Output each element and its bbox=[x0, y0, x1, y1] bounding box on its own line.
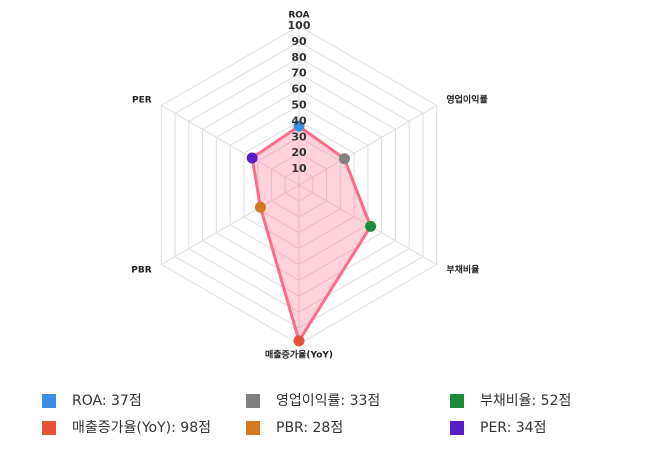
axis-label: ROA bbox=[288, 10, 309, 20]
spoke bbox=[161, 184, 300, 265]
legend-swatch bbox=[450, 421, 464, 435]
legend-swatch bbox=[42, 394, 56, 408]
axis-label: 영업이익률 bbox=[446, 93, 487, 105]
r-tick-label: 20 bbox=[291, 146, 307, 159]
data-point bbox=[246, 152, 258, 164]
legend-item: PER: 34점 bbox=[450, 420, 546, 436]
legend-item: 영업이익률: 33점 bbox=[246, 393, 380, 409]
legend-label: 부채비율: 52점 bbox=[480, 393, 571, 409]
legend-swatch bbox=[246, 394, 260, 408]
r-tick-label: 60 bbox=[291, 83, 307, 96]
r-tick-label: 80 bbox=[291, 51, 307, 64]
legend-item: 매출증가율(YoY): 98점 bbox=[42, 420, 211, 436]
axis-label: 부채비율 bbox=[446, 264, 479, 276]
legend-swatch bbox=[42, 421, 56, 435]
r-tick-label: 50 bbox=[291, 99, 307, 112]
legend-label: PER: 34점 bbox=[480, 420, 546, 436]
data-point bbox=[254, 201, 266, 213]
data-point bbox=[365, 220, 377, 232]
data-point bbox=[293, 335, 305, 347]
spoke bbox=[161, 105, 300, 186]
data-area bbox=[250, 124, 373, 343]
legend-swatch bbox=[246, 421, 260, 435]
legend-label: ROA: 37점 bbox=[72, 393, 142, 409]
legend-item: ROA: 37점 bbox=[42, 393, 142, 409]
data-point bbox=[338, 153, 350, 165]
axis-label: PER bbox=[132, 95, 152, 105]
legend-swatch bbox=[450, 394, 464, 408]
r-tick-label: 90 bbox=[291, 35, 307, 48]
axis-label: 매출증가율(YoY) bbox=[265, 349, 333, 361]
legend-item: PBR: 28점 bbox=[246, 420, 343, 436]
legend-label: 영업이익률: 33점 bbox=[276, 393, 380, 409]
r-tick-label: 30 bbox=[291, 130, 307, 143]
legend-label: PBR: 28점 bbox=[276, 420, 343, 436]
legend-label: 매출증가율(YoY): 98점 bbox=[72, 420, 211, 436]
axis-label: PBR bbox=[131, 266, 151, 276]
r-tick-label: 40 bbox=[291, 114, 307, 127]
r-tick-label: 70 bbox=[291, 67, 307, 80]
data-point bbox=[293, 120, 305, 132]
legend-item: 부채비율: 52점 bbox=[450, 393, 571, 409]
spoke bbox=[298, 105, 437, 186]
r-tick-label: 100 bbox=[288, 19, 311, 32]
r-tick-label: 10 bbox=[291, 162, 307, 175]
